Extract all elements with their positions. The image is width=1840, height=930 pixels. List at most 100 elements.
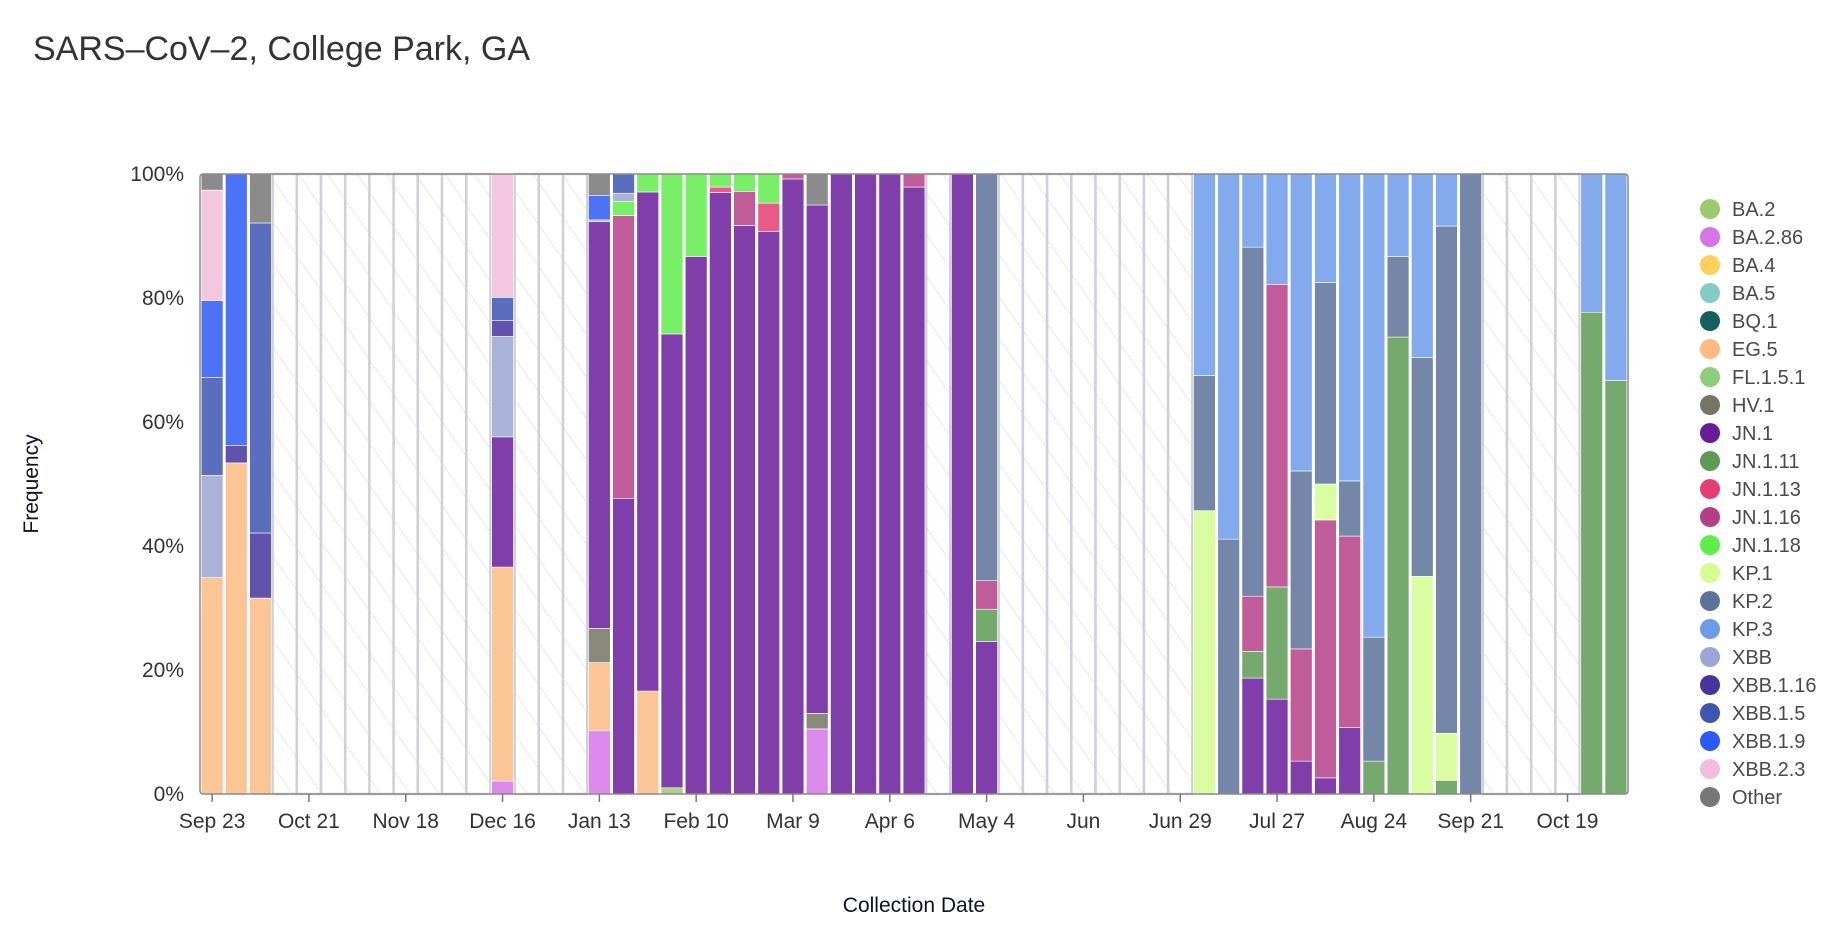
bar-segment-xbb-1-5[interactable] (249, 222, 272, 534)
bar-segment-jn-1[interactable] (684, 256, 708, 795)
bar-segment-eg-5[interactable] (636, 690, 659, 795)
legend-item-xbb[interactable]: XBB (1700, 647, 1772, 669)
legend-item-jn-1-18[interactable]: JN.1.18 (1700, 535, 1801, 557)
legend-item-ba-2-86[interactable]: BA.2.86 (1700, 227, 1803, 249)
bar-segment-jn-1-11[interactable] (1362, 760, 1386, 795)
bar-week-44[interactable] (1265, 173, 1289, 795)
bar-segment-jn-1-18[interactable] (733, 173, 756, 192)
legend-item-other[interactable]: Other (1700, 787, 1782, 809)
bar-segment-eg-5[interactable] (225, 462, 248, 795)
legend-item-jn-1-11[interactable]: JN.1.11 (1700, 451, 1799, 473)
bar-segment-jn-1[interactable] (1290, 760, 1313, 795)
bar-segment-kp-3[interactable] (1411, 173, 1434, 358)
bar-week-52[interactable] (1459, 173, 1482, 795)
bar-week-27[interactable] (854, 173, 877, 795)
bar-week-58[interactable] (1604, 173, 1628, 795)
bar-week-23[interactable] (757, 173, 780, 795)
bar-segment-jn-1-18[interactable] (684, 173, 708, 257)
bar-segment-kp-3[interactable] (1386, 173, 1410, 257)
bar-week-49[interactable] (1386, 173, 1410, 795)
bar-week-19[interactable] (660, 173, 684, 795)
bar-week-24[interactable] (781, 173, 805, 795)
bar-segment-eg-5[interactable] (200, 577, 224, 795)
legend-item-kp-1[interactable]: KP.1 (1700, 563, 1773, 585)
bar-segment-xbb-1-5[interactable] (612, 173, 635, 194)
bar-segment-kp-2[interactable] (1193, 375, 1216, 511)
bar-segment-jn-1[interactable] (902, 186, 926, 795)
bar-segment-kp-1[interactable] (1411, 576, 1434, 795)
bar-week-29[interactable] (902, 173, 926, 795)
bar-segment-xbb[interactable] (491, 336, 514, 438)
bar-segment-other[interactable] (200, 173, 224, 191)
bar-week-28[interactable] (878, 173, 901, 795)
bar-segment-jn-1[interactable] (878, 173, 901, 795)
legend-item-hv-1[interactable]: HV.1 (1700, 395, 1775, 417)
bar-week-21[interactable] (709, 173, 732, 795)
bar-segment-kp-2[interactable] (975, 173, 998, 582)
bar-segment-jn-1[interactable] (660, 333, 684, 789)
bar-segment-other[interactable] (588, 173, 611, 197)
legend-item-fl-1-5-1[interactable]: FL.1.5.1 (1700, 367, 1805, 389)
bar-segment-xbb-1-5[interactable] (491, 297, 514, 321)
bar-segment-jn-1-11[interactable] (1604, 380, 1628, 795)
bar-week-50[interactable] (1411, 173, 1434, 795)
bar-week-31[interactable] (951, 173, 974, 795)
bar-week-18[interactable] (636, 173, 659, 795)
bar-segment-xbb-1-16[interactable] (249, 532, 272, 599)
bar-segment-jn-1-11[interactable] (1580, 311, 1603, 795)
bar-week-45[interactable] (1290, 173, 1313, 795)
bar-segment-jn-1-11[interactable] (1386, 336, 1410, 795)
bar-segment-kp-2[interactable] (1386, 256, 1410, 338)
bar-segment-kp-2[interactable] (1314, 282, 1337, 485)
bar-segment-kp-2[interactable] (1459, 173, 1482, 795)
bar-segment-eg-5[interactable] (249, 597, 272, 795)
bar-segment-jn-1-11[interactable] (1265, 586, 1289, 700)
bar-segment-kp-1[interactable] (1435, 732, 1458, 781)
bar-segment-ba-2-86[interactable] (588, 730, 611, 795)
bar-segment-kp-2[interactable] (1290, 470, 1313, 650)
bar-week-20[interactable] (684, 173, 708, 795)
bar-week-0[interactable] (200, 173, 224, 795)
bar-week-1[interactable] (225, 173, 248, 795)
legend-item-kp-2[interactable]: KP.2 (1700, 591, 1773, 613)
bar-segment-jn-1[interactable] (709, 192, 732, 795)
bar-week-16[interactable] (588, 173, 611, 795)
bar-segment-jn-1[interactable] (1265, 698, 1289, 795)
bar-segment-jn-1[interactable] (733, 225, 756, 795)
bar-week-32[interactable] (975, 173, 998, 795)
bar-segment-kp-2[interactable] (1411, 357, 1434, 577)
bar-segment-other[interactable] (805, 173, 829, 206)
bar-segment-jn-1-13[interactable] (757, 202, 780, 232)
bar-segment-kp-3[interactable] (1314, 173, 1337, 283)
legend-item-jn-1-16[interactable]: JN.1.16 (1700, 507, 1801, 529)
legend-item-xbb-2-3[interactable]: XBB.2.3 (1700, 759, 1805, 781)
bar-segment-jn-1[interactable] (636, 191, 659, 692)
bar-segment-xbb-1-16[interactable] (225, 445, 248, 464)
bar-segment-kp-3[interactable] (1193, 173, 1216, 376)
bar-week-46[interactable] (1314, 173, 1337, 795)
bar-segment-kp-3[interactable] (1435, 173, 1458, 227)
bar-segment-kp-3[interactable] (1241, 173, 1265, 248)
bar-segment-xbb-2-3[interactable] (491, 173, 514, 298)
bar-segment-ba-2-86[interactable] (805, 728, 829, 795)
bar-segment-jn-1-16[interactable] (1338, 535, 1361, 728)
bar-segment-xbb-1-9[interactable] (200, 300, 224, 378)
bar-segment-jn-1-11[interactable] (975, 608, 998, 642)
bar-segment-jn-1[interactable] (1338, 727, 1361, 795)
bar-segment-jn-1-11[interactable] (1241, 651, 1265, 679)
bar-segment-kp-3[interactable] (1604, 173, 1628, 381)
bar-segment-jn-1-18[interactable] (709, 173, 732, 188)
bar-segment-xbb-1-5[interactable] (200, 377, 224, 476)
bar-week-22[interactable] (733, 173, 756, 795)
bar-segment-jn-1-11[interactable] (1435, 780, 1458, 795)
bar-segment-jn-1-16[interactable] (733, 191, 756, 226)
bar-segment-kp-2[interactable] (1338, 480, 1361, 537)
bar-segment-jn-1[interactable] (1241, 677, 1265, 795)
bar-segment-kp-3[interactable] (1265, 173, 1289, 285)
bar-segment-xbb[interactable] (612, 192, 635, 202)
bar-segment-kp-3[interactable] (1580, 173, 1603, 313)
legend-item-ba-2[interactable]: BA.2 (1700, 199, 1775, 221)
bar-segment-jn-1-16[interactable] (1241, 595, 1265, 652)
bar-week-51[interactable] (1435, 173, 1458, 795)
bar-segment-kp-3[interactable] (1217, 173, 1240, 540)
